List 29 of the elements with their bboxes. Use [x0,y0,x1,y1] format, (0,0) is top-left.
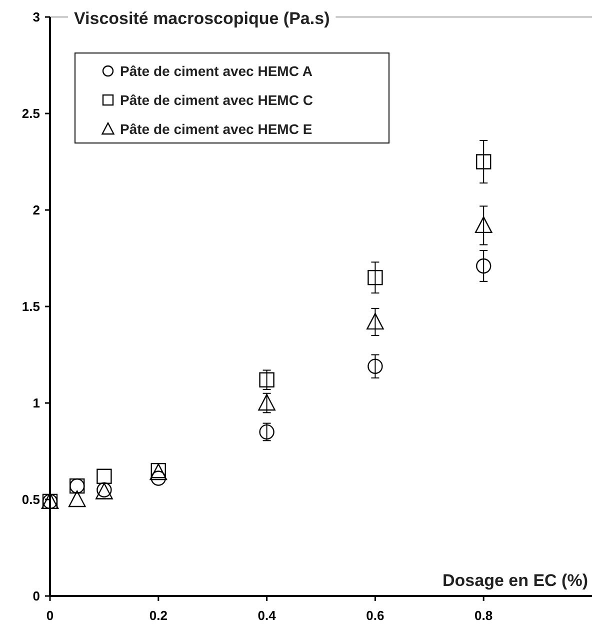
x-tick-label: 0.6 [366,608,384,623]
point [259,424,274,440]
point [366,312,384,330]
y-tick-label: 2 [32,202,40,218]
x-tick-label: 0.2 [149,608,168,623]
y-tick-label: 2.5 [22,106,40,122]
x-tick-label: 0.4 [258,608,277,623]
point [96,468,112,484]
x-axis-title: Dosage en EC (%) [442,571,588,590]
y-tick-label: 0.5 [22,492,40,508]
point [150,470,166,486]
y-tick-label: 0 [32,588,40,604]
x-tick-label: 0.8 [474,608,493,623]
y-tick-label: 1.5 [22,299,40,314]
y-tick-label: 3 [32,10,40,25]
legend-label: Pâte de ciment avec HEMC A [120,62,312,79]
point [259,372,274,388]
point [68,490,86,508]
point [476,258,492,274]
point [368,270,383,286]
legend-label: Pâte de ciment avec HEMC C [120,92,313,108]
x-tick-label: 0 [46,608,54,623]
y-tick-label: 1 [32,396,40,411]
point [258,394,276,411]
point [368,358,383,374]
point [476,154,492,170]
point [474,216,492,234]
y-axis-title: Viscosité macroscopique (Pa.s) [74,9,330,28]
legend-label: Pâte de ciment avec HEMC E [120,120,312,137]
